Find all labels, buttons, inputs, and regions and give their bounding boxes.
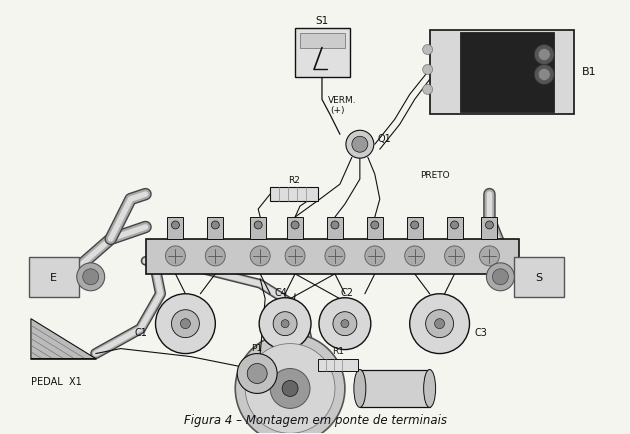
Circle shape: [479, 247, 500, 266]
Text: C3: C3: [474, 327, 488, 337]
Bar: [430, 30, 574, 115]
Circle shape: [238, 354, 277, 394]
Circle shape: [235, 334, 345, 434]
Circle shape: [486, 221, 493, 230]
Text: PRETO: PRETO: [420, 170, 449, 179]
Circle shape: [270, 368, 310, 408]
Circle shape: [273, 312, 297, 336]
Bar: [327, 217, 343, 240]
Circle shape: [166, 247, 185, 266]
Circle shape: [411, 221, 419, 230]
Circle shape: [534, 66, 554, 85]
Text: C2: C2: [340, 287, 353, 297]
Bar: [270, 187, 318, 201]
Text: (+): (+): [330, 105, 345, 115]
Circle shape: [423, 46, 433, 56]
Circle shape: [435, 319, 445, 329]
Circle shape: [445, 247, 464, 266]
Ellipse shape: [354, 370, 366, 408]
Circle shape: [285, 247, 305, 266]
Circle shape: [83, 269, 99, 285]
Bar: [250, 217, 266, 240]
Bar: [367, 217, 383, 240]
Bar: [360, 370, 430, 408]
Text: S1: S1: [316, 16, 329, 26]
Circle shape: [254, 221, 262, 230]
Circle shape: [346, 131, 374, 159]
Circle shape: [171, 221, 180, 230]
Circle shape: [423, 66, 433, 75]
Text: VERM.: VERM.: [328, 95, 357, 105]
Circle shape: [180, 319, 190, 329]
Bar: [295, 29, 350, 78]
Circle shape: [245, 344, 335, 433]
Circle shape: [486, 263, 514, 291]
Text: E: E: [50, 272, 57, 282]
Circle shape: [171, 310, 199, 338]
Circle shape: [247, 364, 267, 384]
Circle shape: [410, 294, 469, 354]
Circle shape: [538, 69, 550, 81]
Circle shape: [259, 298, 311, 350]
Circle shape: [331, 221, 339, 230]
Circle shape: [534, 46, 554, 66]
Circle shape: [450, 221, 459, 230]
Bar: [300, 33, 345, 49]
Bar: [207, 217, 223, 240]
Circle shape: [250, 247, 270, 266]
Circle shape: [423, 85, 433, 95]
Circle shape: [371, 221, 379, 230]
Circle shape: [404, 247, 425, 266]
Text: R1: R1: [332, 346, 344, 355]
Circle shape: [282, 381, 298, 397]
Bar: [318, 359, 358, 371]
Text: Q1: Q1: [378, 134, 392, 144]
Bar: [287, 217, 303, 240]
Text: P1: P1: [251, 343, 263, 352]
Text: S: S: [536, 272, 543, 282]
Bar: [481, 217, 498, 240]
Bar: [168, 217, 183, 240]
Circle shape: [281, 320, 289, 328]
Circle shape: [352, 137, 368, 153]
Circle shape: [365, 247, 385, 266]
Bar: [146, 240, 519, 274]
Circle shape: [341, 320, 349, 328]
Circle shape: [493, 269, 508, 285]
Bar: [459, 33, 554, 113]
Circle shape: [325, 247, 345, 266]
Text: Figura 4 – Montagem em ponte de terminais: Figura 4 – Montagem em ponte de terminai…: [183, 413, 447, 426]
Polygon shape: [31, 319, 96, 359]
Circle shape: [77, 263, 105, 291]
Ellipse shape: [423, 370, 435, 408]
Circle shape: [426, 310, 454, 338]
Text: C1: C1: [135, 327, 147, 337]
Text: C4: C4: [275, 287, 287, 297]
Circle shape: [205, 247, 226, 266]
Bar: [29, 257, 79, 297]
Text: PEDAL  X1: PEDAL X1: [31, 377, 82, 387]
Circle shape: [319, 298, 371, 350]
Text: B1: B1: [582, 67, 597, 77]
Bar: [447, 217, 462, 240]
Circle shape: [291, 221, 299, 230]
Circle shape: [333, 312, 357, 336]
Circle shape: [156, 294, 215, 354]
Circle shape: [211, 221, 219, 230]
Bar: [407, 217, 423, 240]
Text: R2: R2: [288, 175, 300, 184]
Bar: [514, 257, 564, 297]
Circle shape: [538, 49, 550, 61]
